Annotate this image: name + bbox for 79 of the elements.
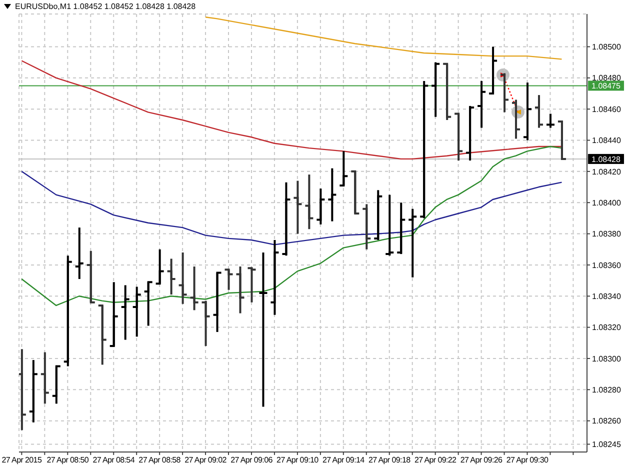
- candlestick: [258, 251, 268, 408]
- candlestick: [108, 281, 119, 348]
- x-tick-label: 27 Apr 09:06: [230, 456, 274, 465]
- ref-line-label: 1.08428: [592, 154, 622, 164]
- x-tick-label: 27 Apr 09:30: [506, 456, 549, 465]
- y-tick-label: 1.08300: [592, 354, 622, 364]
- candlestick: [556, 120, 567, 160]
- y-tick-label: 1.08480: [592, 74, 622, 83]
- x-tick-label: 27 Apr 09:18: [368, 456, 412, 465]
- candlestick: [224, 268, 234, 291]
- candlestick: [189, 266, 200, 312]
- x-tick-label: 27 Apr 08:58: [138, 456, 182, 465]
- candlestick: [304, 174, 314, 230]
- candlestick: [120, 284, 130, 341]
- y-tick-label: 1.08260: [592, 416, 622, 426]
- candlestick: [86, 250, 96, 304]
- candlestick: [178, 251, 188, 305]
- candlestick: [154, 248, 165, 285]
- candlestick: [465, 104, 476, 162]
- candlestick: [40, 351, 50, 405]
- x-tick-label: 27 Apr 09:10: [276, 456, 320, 465]
- candlestick: [476, 80, 487, 129]
- candlestick: [292, 180, 303, 235]
- y-tick-label: 1.08280: [592, 385, 622, 394]
- line-series: [21, 170, 562, 246]
- candlestick: [442, 62, 452, 121]
- candlestick: [384, 194, 395, 257]
- candlestick: [430, 61, 441, 118]
- candlestick: [132, 286, 142, 338]
- x-tick-label: 27 Apr 09:02: [184, 456, 228, 465]
- candlestick: [327, 167, 338, 222]
- x-tick-label: 27 Apr 08:54: [92, 456, 136, 465]
- candlestick: [246, 267, 257, 304]
- y-tick-label: 1.08320: [592, 323, 622, 332]
- candlestick: [51, 365, 62, 405]
- candlestick: [28, 359, 38, 424]
- line-series: [204, 16, 562, 60]
- candlestick: [373, 189, 384, 242]
- candlestick: [200, 300, 211, 348]
- line-series: [21, 60, 562, 160]
- line-series: [21, 146, 562, 306]
- y-tick-label: 1.08360: [592, 260, 622, 270]
- candlestick: [74, 226, 84, 280]
- candlestick: [488, 46, 498, 94]
- x-tick-label: 27 Apr 08:50: [46, 456, 90, 465]
- candlestick: [362, 203, 372, 250]
- x-tick-label: 27 Apr 09:26: [460, 456, 504, 465]
- candlestick: [97, 304, 108, 366]
- candlestick: [522, 82, 533, 142]
- y-tick-label: 1.08245: [592, 440, 622, 450]
- candlestick: [454, 112, 464, 162]
- chart-title: EURUSDbo,M1 1.08452 1.08452 1.08428 1.08428: [15, 1, 196, 12]
- candlestick: [281, 181, 292, 257]
- y-tick-label: 1.08400: [592, 198, 622, 208]
- candlestick: [316, 188, 326, 226]
- y-tick-label: 1.08380: [592, 230, 622, 239]
- candlestick: [212, 272, 222, 333]
- y-tick-label: 1.08440: [592, 136, 622, 146]
- candlestick: [545, 112, 556, 129]
- x-tick-label: 27 Apr 09:22: [414, 456, 458, 465]
- candlestick: [396, 202, 406, 256]
- y-tick-label: 1.08420: [592, 167, 622, 176]
- x-tick-label: 27 Apr 2015: [2, 456, 42, 465]
- y-tick-label: 1.08500: [592, 42, 622, 52]
- candlestick: [534, 94, 544, 129]
- y-tick-label: 1.08340: [592, 292, 622, 301]
- candlestick: [62, 254, 73, 368]
- ref-line-label: 1.08475: [592, 82, 622, 90]
- candlestick: [270, 239, 280, 316]
- candlestick: [143, 281, 154, 327]
- candlestick: [408, 208, 418, 278]
- candlestick: [338, 150, 349, 186]
- x-tick-label: 27 Apr 09:14: [322, 456, 366, 465]
- candlestick: [350, 170, 360, 215]
- candlestick: [166, 258, 176, 296]
- candlestick: [511, 98, 522, 140]
- candlestick: [235, 266, 246, 314]
- candlestick: [419, 80, 430, 220]
- y-tick-label: 1.08460: [592, 104, 622, 114]
